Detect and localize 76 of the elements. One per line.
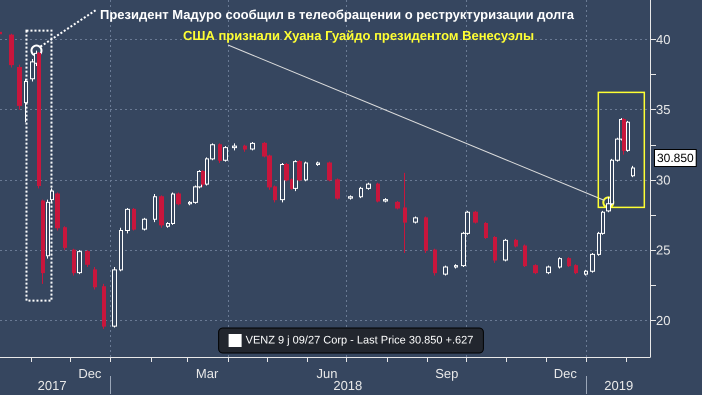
- candlestick: [17, 64, 22, 110]
- candlestick: [403, 172, 407, 254]
- candlestick: [433, 248, 437, 276]
- candlestick: [9, 33, 14, 68]
- candlestick: [132, 208, 136, 232]
- y-tick-label: 25: [656, 242, 670, 258]
- candlestick: [443, 265, 448, 276]
- candlestick: [201, 170, 205, 188]
- x2-tick-label: 2017: [38, 378, 67, 393]
- candlestick: [223, 146, 228, 162]
- y-tick-label: 20: [656, 312, 670, 328]
- x2-tick-label: 2018: [333, 378, 362, 393]
- annotation: Президент Мадуро сообщил в телеобращении о реструктуризации долга: [100, 7, 575, 22]
- candlestick: [250, 141, 255, 151]
- candlestick: [232, 142, 237, 151]
- legend-label: VENZ 9 j 09/27 Corp - Last Price 30.850 +.627: [246, 334, 474, 346]
- x-tick-label: Dec: [78, 366, 102, 381]
- annotation: США признали Хуана Гуайдо президентом Венесуэлы: [183, 28, 534, 43]
- candlestick: [159, 194, 164, 228]
- candlestick: [297, 160, 302, 182]
- candlestick: [359, 186, 363, 199]
- candlestick: [153, 193, 157, 223]
- candlestick: [72, 248, 76, 276]
- candlestick: [142, 217, 147, 232]
- candlestick: [546, 265, 551, 275]
- candlestick: [102, 283, 106, 330]
- candlestick: [454, 264, 458, 269]
- candlestick: [218, 142, 222, 164]
- candlestick: [366, 182, 371, 190]
- y-tick-label: 40: [656, 32, 670, 47]
- candlestick: [558, 256, 562, 269]
- text: 30.850: [657, 150, 694, 165]
- candlestick: [493, 236, 497, 264]
- y-tick-label: 30: [656, 172, 670, 188]
- candlestick: [395, 200, 400, 210]
- y-tick-label: 35: [656, 102, 670, 118]
- candlestick: [503, 238, 508, 262]
- candlestick: [63, 226, 67, 251]
- candlestick: [473, 210, 478, 224]
- candlestick: [93, 266, 97, 290]
- candlestick: [85, 250, 90, 268]
- candlestick: [523, 244, 527, 268]
- candlestick: [41, 199, 45, 284]
- candlestick: [574, 264, 578, 275]
- candlestick: [316, 161, 320, 166]
- candlestick: [243, 144, 247, 152]
- candlestick: [119, 227, 123, 272]
- candlestick: [590, 252, 595, 274]
- x-tick-label: Jun: [316, 366, 338, 381]
- candlestick: [280, 162, 285, 203]
- candlestick: [533, 264, 538, 275]
- candlestick: [77, 250, 82, 275]
- candlestick: [327, 161, 332, 182]
- x-tick-label: Dec: [554, 366, 578, 381]
- candlestick: [567, 256, 571, 268]
- candlestick: [112, 266, 117, 328]
- candlestick: [424, 216, 428, 254]
- candlestick: [514, 238, 518, 248]
- candlestick: [626, 120, 630, 152]
- x-tick-label: Mar: [196, 366, 219, 381]
- candlestick: [413, 216, 418, 224]
- candlestick: [125, 208, 130, 234]
- candlestick: [304, 161, 308, 182]
- candlestick: [55, 192, 60, 232]
- candlestick: [176, 192, 181, 206]
- candlestick: [348, 194, 353, 200]
- candlestick: [376, 182, 380, 203]
- x2-tick-label: 2019: [604, 378, 634, 393]
- candlestick: [383, 198, 388, 203]
- candlestick: [584, 269, 588, 276]
- candlestick: [335, 178, 340, 200]
- candlestick: [484, 222, 488, 240]
- candlestick: [622, 118, 626, 156]
- candlestick: [37, 52, 41, 189]
- x-tick-label: Sep: [435, 366, 458, 381]
- candlestick: [631, 165, 635, 178]
